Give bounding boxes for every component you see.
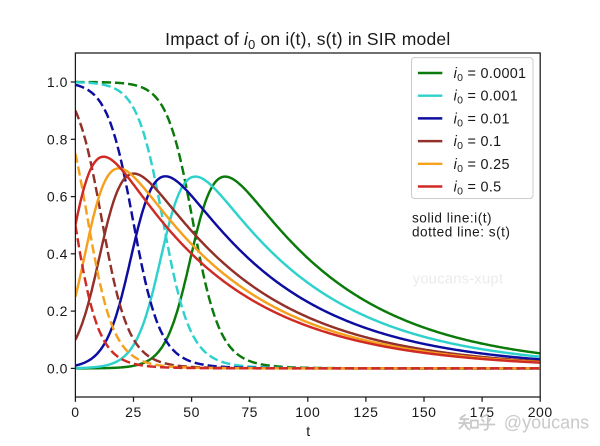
svg-text:Impact of i0 on i(t), s(t) in: Impact of i0 on i(t), s(t) in SIR model [165,29,450,52]
svg-text:i0 = 0.25: i0 = 0.25 [454,157,510,175]
svg-text:dotted line: s(t): dotted line: s(t) [412,225,510,240]
svg-text:0.2: 0.2 [47,303,68,319]
svg-text:175: 175 [470,404,495,420]
svg-text:200: 200 [528,404,553,420]
svg-text:0.0: 0.0 [47,360,68,376]
svg-text:0.4: 0.4 [47,246,68,262]
svg-text:75: 75 [241,404,258,420]
svg-text:125: 125 [353,404,378,420]
svg-text:i0 = 0.0001: i0 = 0.0001 [454,66,527,84]
svg-text:100: 100 [295,404,320,420]
svg-text:0: 0 [71,404,79,420]
svg-text:i0 = 0.5: i0 = 0.5 [454,180,502,198]
svg-text:0.8: 0.8 [47,131,68,147]
svg-text:25: 25 [125,404,142,420]
svg-text:i0 = 0.001: i0 = 0.001 [454,89,518,107]
svg-text:i0 = 0.1: i0 = 0.1 [454,134,502,152]
svg-text:youcans-xupt: youcans-xupt [413,272,503,288]
svg-text:@youcans: @youcans [504,413,589,433]
svg-text:t: t [306,423,310,439]
svg-text:solid line:i(t): solid line:i(t) [412,211,492,226]
svg-text:50: 50 [183,404,200,420]
svg-text:0.6: 0.6 [47,189,68,205]
svg-text:150: 150 [411,404,436,420]
svg-text:i0 = 0.01: i0 = 0.01 [454,111,510,129]
svg-text:1.0: 1.0 [47,74,68,90]
